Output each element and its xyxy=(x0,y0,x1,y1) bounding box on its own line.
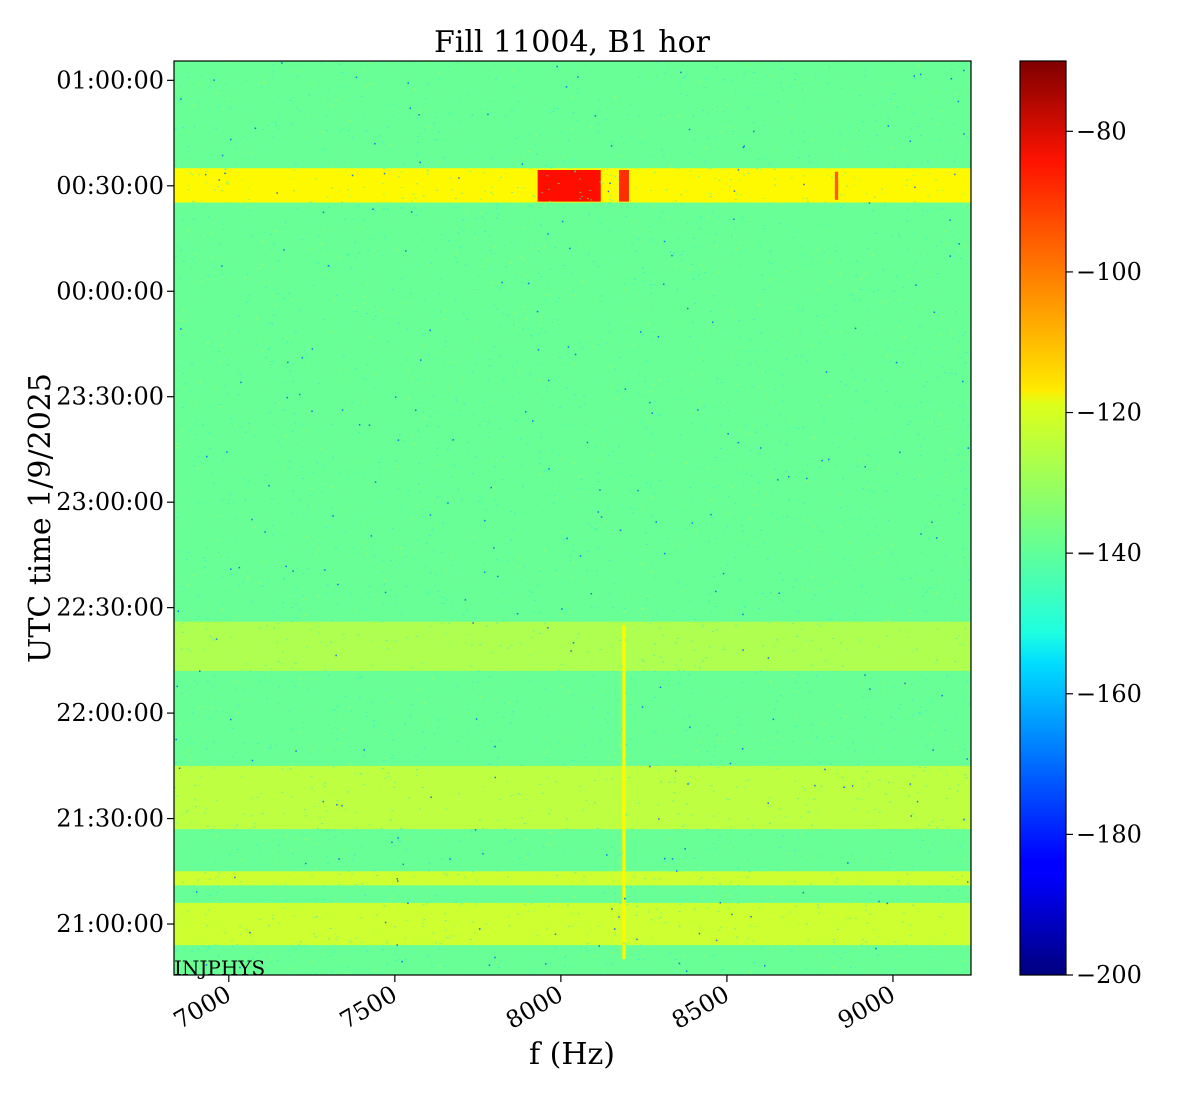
colorbar-frame xyxy=(1019,60,1067,976)
y-tick-label: 00:00:00 xyxy=(56,277,164,305)
x-tick-label: 7500 xyxy=(335,980,402,1035)
colorbar-tick-label: −140 xyxy=(1076,539,1142,567)
colorbar-tick-label: −160 xyxy=(1076,680,1142,708)
spectrogram-band xyxy=(174,871,971,886)
y-tick-label: 01:00:00 xyxy=(56,66,164,94)
x-tick-label: 8500 xyxy=(667,980,734,1035)
x-axis: 7000 7500 8000 8500 9000 xyxy=(169,975,900,1035)
colorbar-axis: −80 −100 −120 −140 −160 −180 −200 xyxy=(1066,117,1142,989)
spectrogram-band xyxy=(174,902,971,946)
y-axis: 21:00:00 21:30:00 22:00:00 22:30:00 23:00:00… xyxy=(56,66,174,938)
annotation-label: INJPHYS xyxy=(174,956,265,980)
y-tick-label: 23:30:00 xyxy=(56,383,164,411)
x-tick-label: 9000 xyxy=(833,980,900,1035)
plot-frame xyxy=(173,60,972,976)
y-tick-label: 21:30:00 xyxy=(56,805,164,833)
x-tick-label: 8000 xyxy=(501,980,568,1035)
spectrogram-hot-spot xyxy=(622,625,626,960)
y-tick-label: 22:30:00 xyxy=(56,594,164,622)
spectrogram-hot-spot xyxy=(834,171,839,200)
colorbar-tick-label: −180 xyxy=(1076,820,1142,848)
colorbar-tick-label: −120 xyxy=(1076,399,1142,427)
colorbar-gradient xyxy=(1020,61,1066,975)
y-axis-label: UTC time 1/9/2025 xyxy=(23,373,58,663)
colorbar-tick-label: −100 xyxy=(1076,258,1142,286)
y-tick-label: 22:00:00 xyxy=(56,699,164,727)
x-axis-label: f (Hz) xyxy=(529,1037,615,1072)
x-tick-label: 7000 xyxy=(169,980,236,1035)
spectrogram-hot-spot xyxy=(537,169,601,202)
colorbar-tick-label: −80 xyxy=(1076,117,1127,145)
spectrogram-band xyxy=(174,765,971,830)
spectrogram-hot-spot xyxy=(618,169,629,202)
y-tick-label: 21:00:00 xyxy=(56,910,164,938)
spectrogram-image xyxy=(174,61,971,975)
chart-title: Fill 11004, B1 hor xyxy=(434,25,711,60)
y-tick-label: 00:30:00 xyxy=(56,172,164,200)
spectrogram-band xyxy=(174,621,971,671)
y-tick-label: 23:00:00 xyxy=(56,488,164,516)
colorbar-tick-label: −200 xyxy=(1076,961,1142,989)
